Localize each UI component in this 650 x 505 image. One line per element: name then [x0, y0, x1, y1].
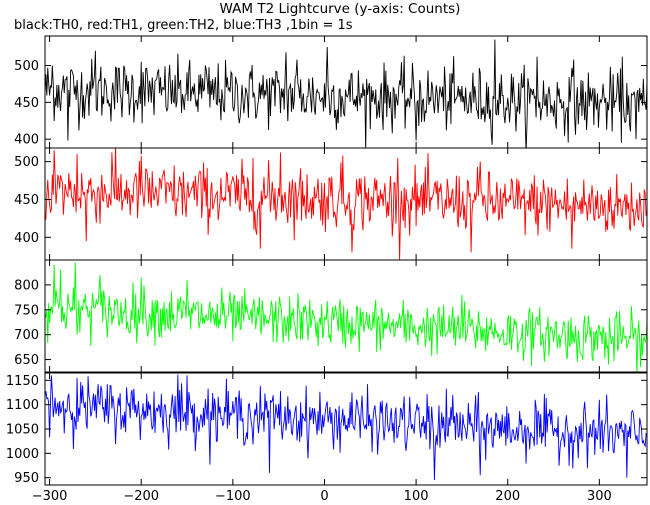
y-tick-label: 700 — [14, 328, 39, 343]
x-tick-label: −300 — [32, 489, 68, 504]
chart-subtitle: black:TH0, red:TH1, green:TH2, blue:TH3 … — [14, 18, 353, 33]
y-tick-label: 400 — [14, 231, 39, 246]
x-tick-label: −100 — [215, 489, 251, 504]
panel-th1: 400 450 500 — [14, 147, 648, 261]
x-tick-label: 100 — [404, 489, 429, 504]
series-th2-line — [45, 262, 647, 372]
x-tick-label: 0 — [320, 489, 328, 504]
x-tick-label: 300 — [587, 489, 612, 504]
x-tick-label: 200 — [495, 489, 520, 504]
y-tick-label: 450 — [14, 96, 39, 111]
panel-th0: 400 450 500 — [14, 35, 648, 149]
series-th0-line — [45, 39, 647, 148]
y-tick-label: 400 — [14, 133, 39, 148]
y-tick-label: 800 — [14, 278, 39, 293]
x-tick-label: −200 — [123, 489, 159, 504]
y-tick-label: 1050 — [6, 423, 39, 438]
y-tick-label: 650 — [14, 353, 39, 368]
y-tick-label: 500 — [14, 155, 39, 170]
panel-frame — [44, 259, 648, 373]
panel-th2: 650 700 750 800 — [14, 259, 648, 373]
y-tick-label: 1150 — [6, 374, 39, 389]
series-th1-line — [45, 148, 647, 260]
y-tick-label: 1000 — [6, 447, 39, 462]
panel-th3: 950 1000 1050 1100 1150 — [6, 372, 648, 486]
x-axis: −300 −200 −100 0 100 200 300 — [32, 489, 612, 504]
series-th3-line — [45, 374, 647, 481]
y-tick-label: 1100 — [6, 398, 39, 413]
y-tick-label: 750 — [14, 303, 39, 318]
y-tick-label: 450 — [14, 193, 39, 208]
y-tick-label: 500 — [14, 59, 39, 74]
chart-panels: 400 450 500 400 450 500 650 700 750 800 950 1000 105… — [6, 35, 648, 486]
y-tick-label: 950 — [14, 471, 39, 486]
chart-title: WAM T2 Lightcurve (y-axis: Counts) — [220, 1, 461, 17]
